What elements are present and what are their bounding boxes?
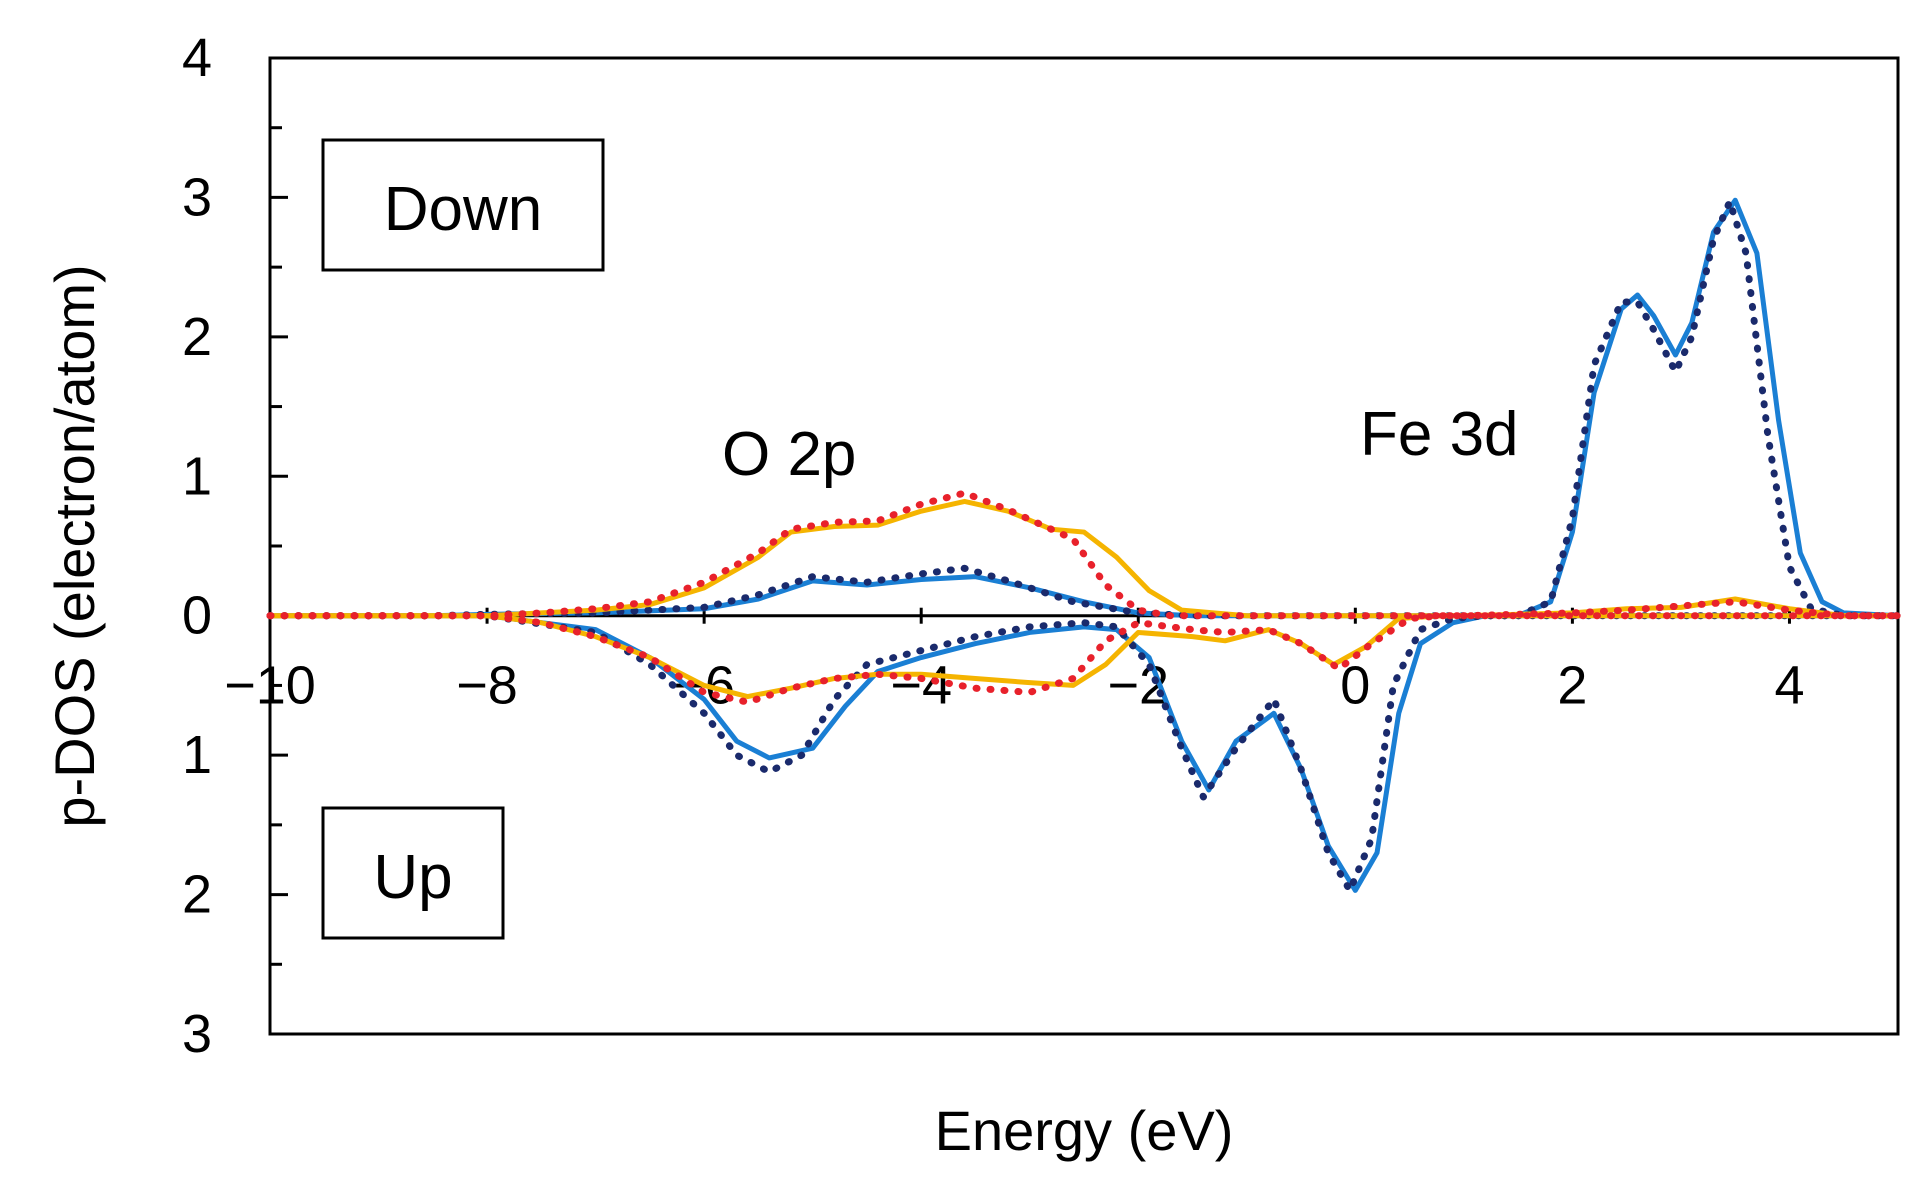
down-box-label: Down — [384, 175, 543, 244]
x-tick-label: 4 — [1774, 656, 1804, 716]
o2p-annotation: O 2p — [722, 420, 856, 489]
y-axis-ticks — [270, 56, 288, 1036]
series-3 — [266, 489, 1902, 706]
up-label-box: Up — [321, 806, 505, 940]
series-line-2-0 — [267, 498, 1901, 619]
series-line-3-0 — [266, 489, 1902, 620]
series-1 — [266, 198, 1902, 894]
series-line-1-1 — [266, 612, 1902, 894]
y-axis-title: p-DOS (electron/atom) — [43, 264, 106, 827]
x-tick-label: −10 — [224, 656, 316, 716]
y-axis-tick-labels: 4 3 2 1 0 1 2 3 — [182, 28, 212, 1064]
y-tick-label: 4 — [182, 28, 212, 88]
y-tick-label: 3 — [182, 1004, 212, 1064]
y-tick-label: 3 — [182, 167, 212, 227]
y-tick-label: 2 — [182, 865, 212, 925]
series-line-0-1 — [267, 613, 1901, 893]
y-tick-label: 1 — [182, 446, 212, 506]
series-layer — [266, 197, 1902, 894]
fe3d-annotation: Fe 3d — [1360, 400, 1519, 469]
x-tick-label: 2 — [1557, 656, 1587, 716]
up-box-label: Up — [373, 843, 452, 912]
up-box-frame — [321, 806, 505, 940]
down-box-frame — [321, 138, 605, 272]
x-axis-tick-labels: −10 −8 −6 −4 −2 0 2 4 — [224, 656, 1804, 716]
down-label-box: Down — [321, 138, 605, 272]
x-axis-title: Energy (eV) — [935, 1099, 1234, 1162]
y-tick-label: 0 — [182, 586, 212, 646]
series-line-3-1 — [266, 612, 1902, 706]
series-0 — [267, 197, 1901, 893]
y-tick-label: 1 — [182, 725, 212, 785]
x-tick-label: −8 — [456, 656, 518, 716]
y-tick-label: 2 — [182, 307, 212, 367]
